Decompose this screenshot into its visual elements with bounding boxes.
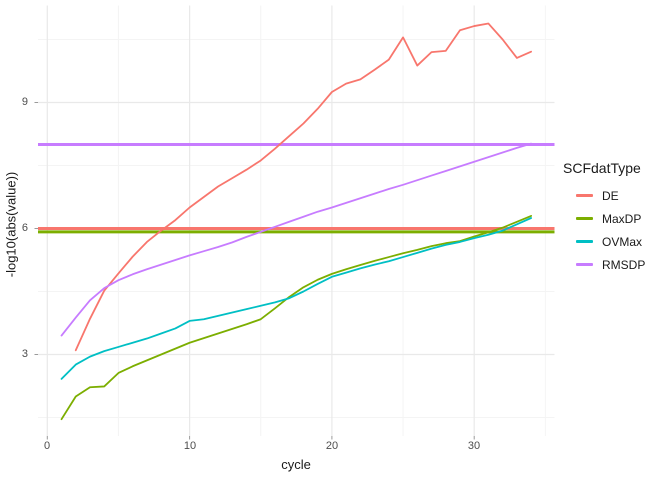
legend-key-ovmax-line bbox=[576, 240, 593, 243]
x-axis-title: cycle bbox=[281, 457, 311, 472]
legend-key-rmsdp-line bbox=[576, 263, 593, 266]
legend-key-maxdp-line bbox=[576, 217, 593, 220]
y-tick-label-6: 6 bbox=[21, 222, 28, 234]
legend-key-de-line bbox=[576, 194, 593, 197]
legend-item-rmsdp: RMSDP bbox=[563, 253, 671, 276]
legend-label-ovmax: OVMax bbox=[602, 234, 643, 249]
series-line-maxdp bbox=[60, 214, 533, 421]
x-tick-label-20: 20 bbox=[325, 440, 339, 452]
legend-item-ovmax: OVMax bbox=[563, 230, 671, 253]
legend: SCFdatType DE MaxDP OVMax RMSDP bbox=[563, 160, 671, 276]
x-tick-label-0: 0 bbox=[43, 440, 51, 452]
legend-item-maxdp: MaxDP bbox=[563, 207, 671, 230]
x-tick-label-10: 10 bbox=[183, 440, 197, 452]
legend-title: SCFdatType bbox=[563, 160, 641, 176]
legend-label-maxdp: MaxDP bbox=[602, 211, 642, 226]
series-line-ovmax bbox=[60, 217, 533, 380]
x-tick-label-30: 30 bbox=[467, 440, 481, 452]
legend-label-rmsdp: RMSDP bbox=[602, 257, 646, 272]
y-tick-label-3: 3 bbox=[21, 348, 28, 360]
series-line-de bbox=[74, 22, 533, 352]
legend-label-de: DE bbox=[602, 188, 619, 203]
legend-item-de: DE bbox=[563, 184, 671, 207]
series-line-rmsdp bbox=[60, 142, 533, 337]
y-tick-label-9: 9 bbox=[21, 96, 28, 108]
